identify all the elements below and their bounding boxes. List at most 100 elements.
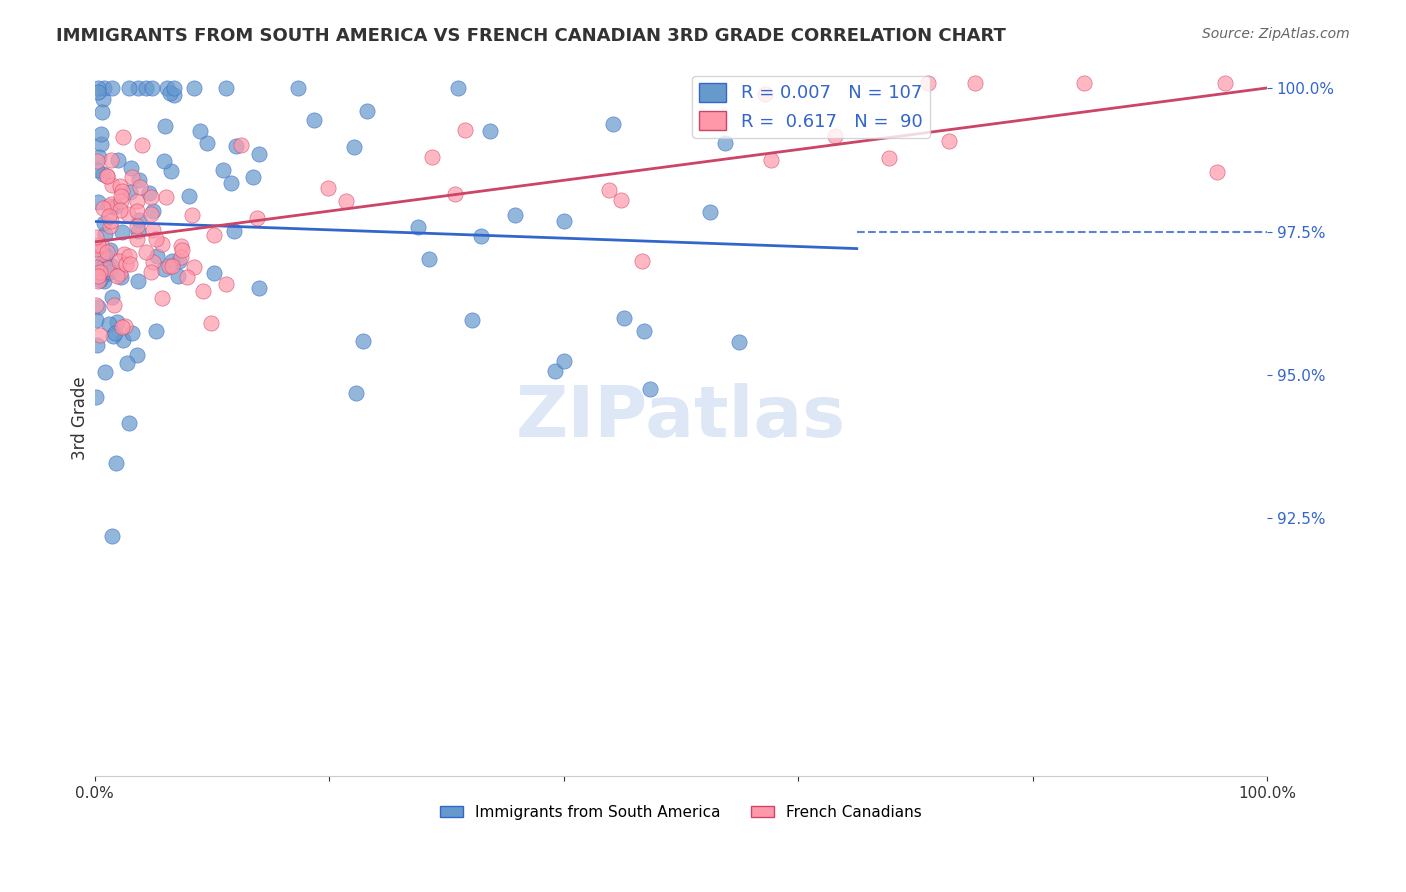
Immigrants from South America: [287, 81, 309, 95]
French Canadians: [114, 319, 136, 334]
French Canadians: [87, 269, 110, 284]
French Canadians: [110, 189, 132, 203]
French Canadians: [121, 169, 143, 184]
French Canadians: [420, 151, 443, 165]
Legend: Immigrants from South America, French Canadians: Immigrants from South America, French Ca…: [434, 798, 928, 826]
French Canadians: [108, 254, 131, 268]
French Canadians: [100, 196, 122, 211]
Immigrants from South America: [118, 185, 141, 199]
Immigrants from South America: [128, 212, 150, 227]
Immigrants from South America: [145, 324, 167, 338]
Immigrants from South America: [98, 265, 121, 279]
Immigrants from South America: [105, 315, 128, 329]
Immigrants from South America: [128, 172, 150, 186]
French Canadians: [110, 194, 132, 209]
French Canadians: [155, 190, 177, 204]
Immigrants from South America: [100, 200, 122, 214]
French Canadians: [111, 319, 134, 334]
French Canadians: [100, 214, 122, 228]
Immigrants from South America: [247, 147, 270, 161]
French Canadians: [110, 179, 132, 194]
Immigrants from South America: [503, 208, 526, 222]
Immigrants from South America: [138, 186, 160, 200]
French Canadians: [191, 284, 214, 298]
Immigrants from South America: [94, 227, 117, 241]
Immigrants from South America: [183, 81, 205, 95]
Immigrants from South America: [479, 124, 502, 138]
French Canadians: [150, 237, 173, 252]
Immigrants from South America: [699, 204, 721, 219]
French Canadians: [631, 254, 654, 268]
Immigrants from South America: [118, 417, 141, 431]
French Canadians: [93, 202, 115, 216]
French Canadians: [84, 229, 107, 244]
Immigrants from South America: [86, 313, 108, 327]
Immigrants from South America: [125, 347, 148, 361]
Immigrants from South America: [112, 333, 135, 347]
French Canadians: [87, 274, 110, 288]
Immigrants from South America: [127, 273, 149, 287]
French Canadians: [100, 153, 122, 168]
Immigrants from South America: [714, 136, 737, 151]
Immigrants from South America: [115, 356, 138, 370]
Immigrants from South America: [93, 274, 115, 288]
Immigrants from South America: [111, 226, 134, 240]
Text: IMMIGRANTS FROM SOUTH AMERICA VS FRENCH CANADIAN 3RD GRADE CORRELATION CHART: IMMIGRANTS FROM SOUTH AMERICA VS FRENCH …: [56, 27, 1007, 45]
Immigrants from South America: [159, 86, 181, 100]
French Canadians: [84, 243, 107, 257]
Immigrants from South America: [145, 249, 167, 263]
French Canadians: [98, 199, 121, 213]
French Canadians: [316, 180, 339, 194]
Immigrants from South America: [93, 216, 115, 230]
Immigrants from South America: [177, 188, 200, 202]
French Canadians: [145, 232, 167, 246]
Immigrants from South America: [553, 214, 575, 228]
French Canadians: [139, 206, 162, 220]
French Canadians: [176, 270, 198, 285]
Immigrants from South America: [727, 334, 749, 349]
French Canadians: [1215, 76, 1237, 90]
French Canadians: [246, 211, 269, 226]
French Canadians: [90, 247, 112, 261]
French Canadians: [142, 255, 165, 269]
Immigrants from South America: [94, 267, 117, 281]
French Canadians: [202, 228, 225, 243]
French Canadians: [100, 219, 122, 234]
French Canadians: [103, 298, 125, 312]
French Canadians: [142, 223, 165, 237]
Immigrants from South America: [553, 354, 575, 368]
Immigrants from South America: [98, 243, 121, 257]
French Canadians: [200, 316, 222, 330]
French Canadians: [111, 184, 134, 198]
Immigrants from South America: [101, 290, 124, 304]
Immigrants from South America: [90, 244, 112, 258]
French Canadians: [105, 269, 128, 284]
Immigrants from South America: [87, 85, 110, 99]
French Canadians: [170, 239, 193, 253]
French Canadians: [87, 238, 110, 252]
Immigrants from South America: [602, 117, 624, 131]
Immigrants from South America: [127, 81, 149, 95]
French Canadians: [135, 244, 157, 259]
Immigrants from South America: [613, 310, 636, 325]
French Canadians: [84, 297, 107, 311]
Immigrants from South America: [141, 204, 163, 219]
Immigrants from South America: [470, 228, 492, 243]
Immigrants from South America: [118, 81, 141, 95]
French Canadians: [96, 244, 118, 259]
Immigrants from South America: [100, 258, 122, 272]
Immigrants from South America: [103, 329, 125, 343]
Immigrants from South America: [153, 261, 176, 276]
Immigrants from South America: [86, 195, 108, 210]
French Canadians: [96, 169, 118, 183]
Immigrants from South America: [640, 382, 662, 396]
French Canadians: [120, 257, 142, 271]
French Canadians: [824, 129, 846, 144]
Immigrants from South America: [166, 269, 188, 284]
Immigrants from South America: [447, 81, 470, 95]
Immigrants from South America: [212, 162, 235, 177]
French Canadians: [938, 134, 960, 148]
French Canadians: [170, 250, 193, 264]
French Canadians: [444, 187, 467, 202]
French Canadians: [127, 219, 149, 233]
